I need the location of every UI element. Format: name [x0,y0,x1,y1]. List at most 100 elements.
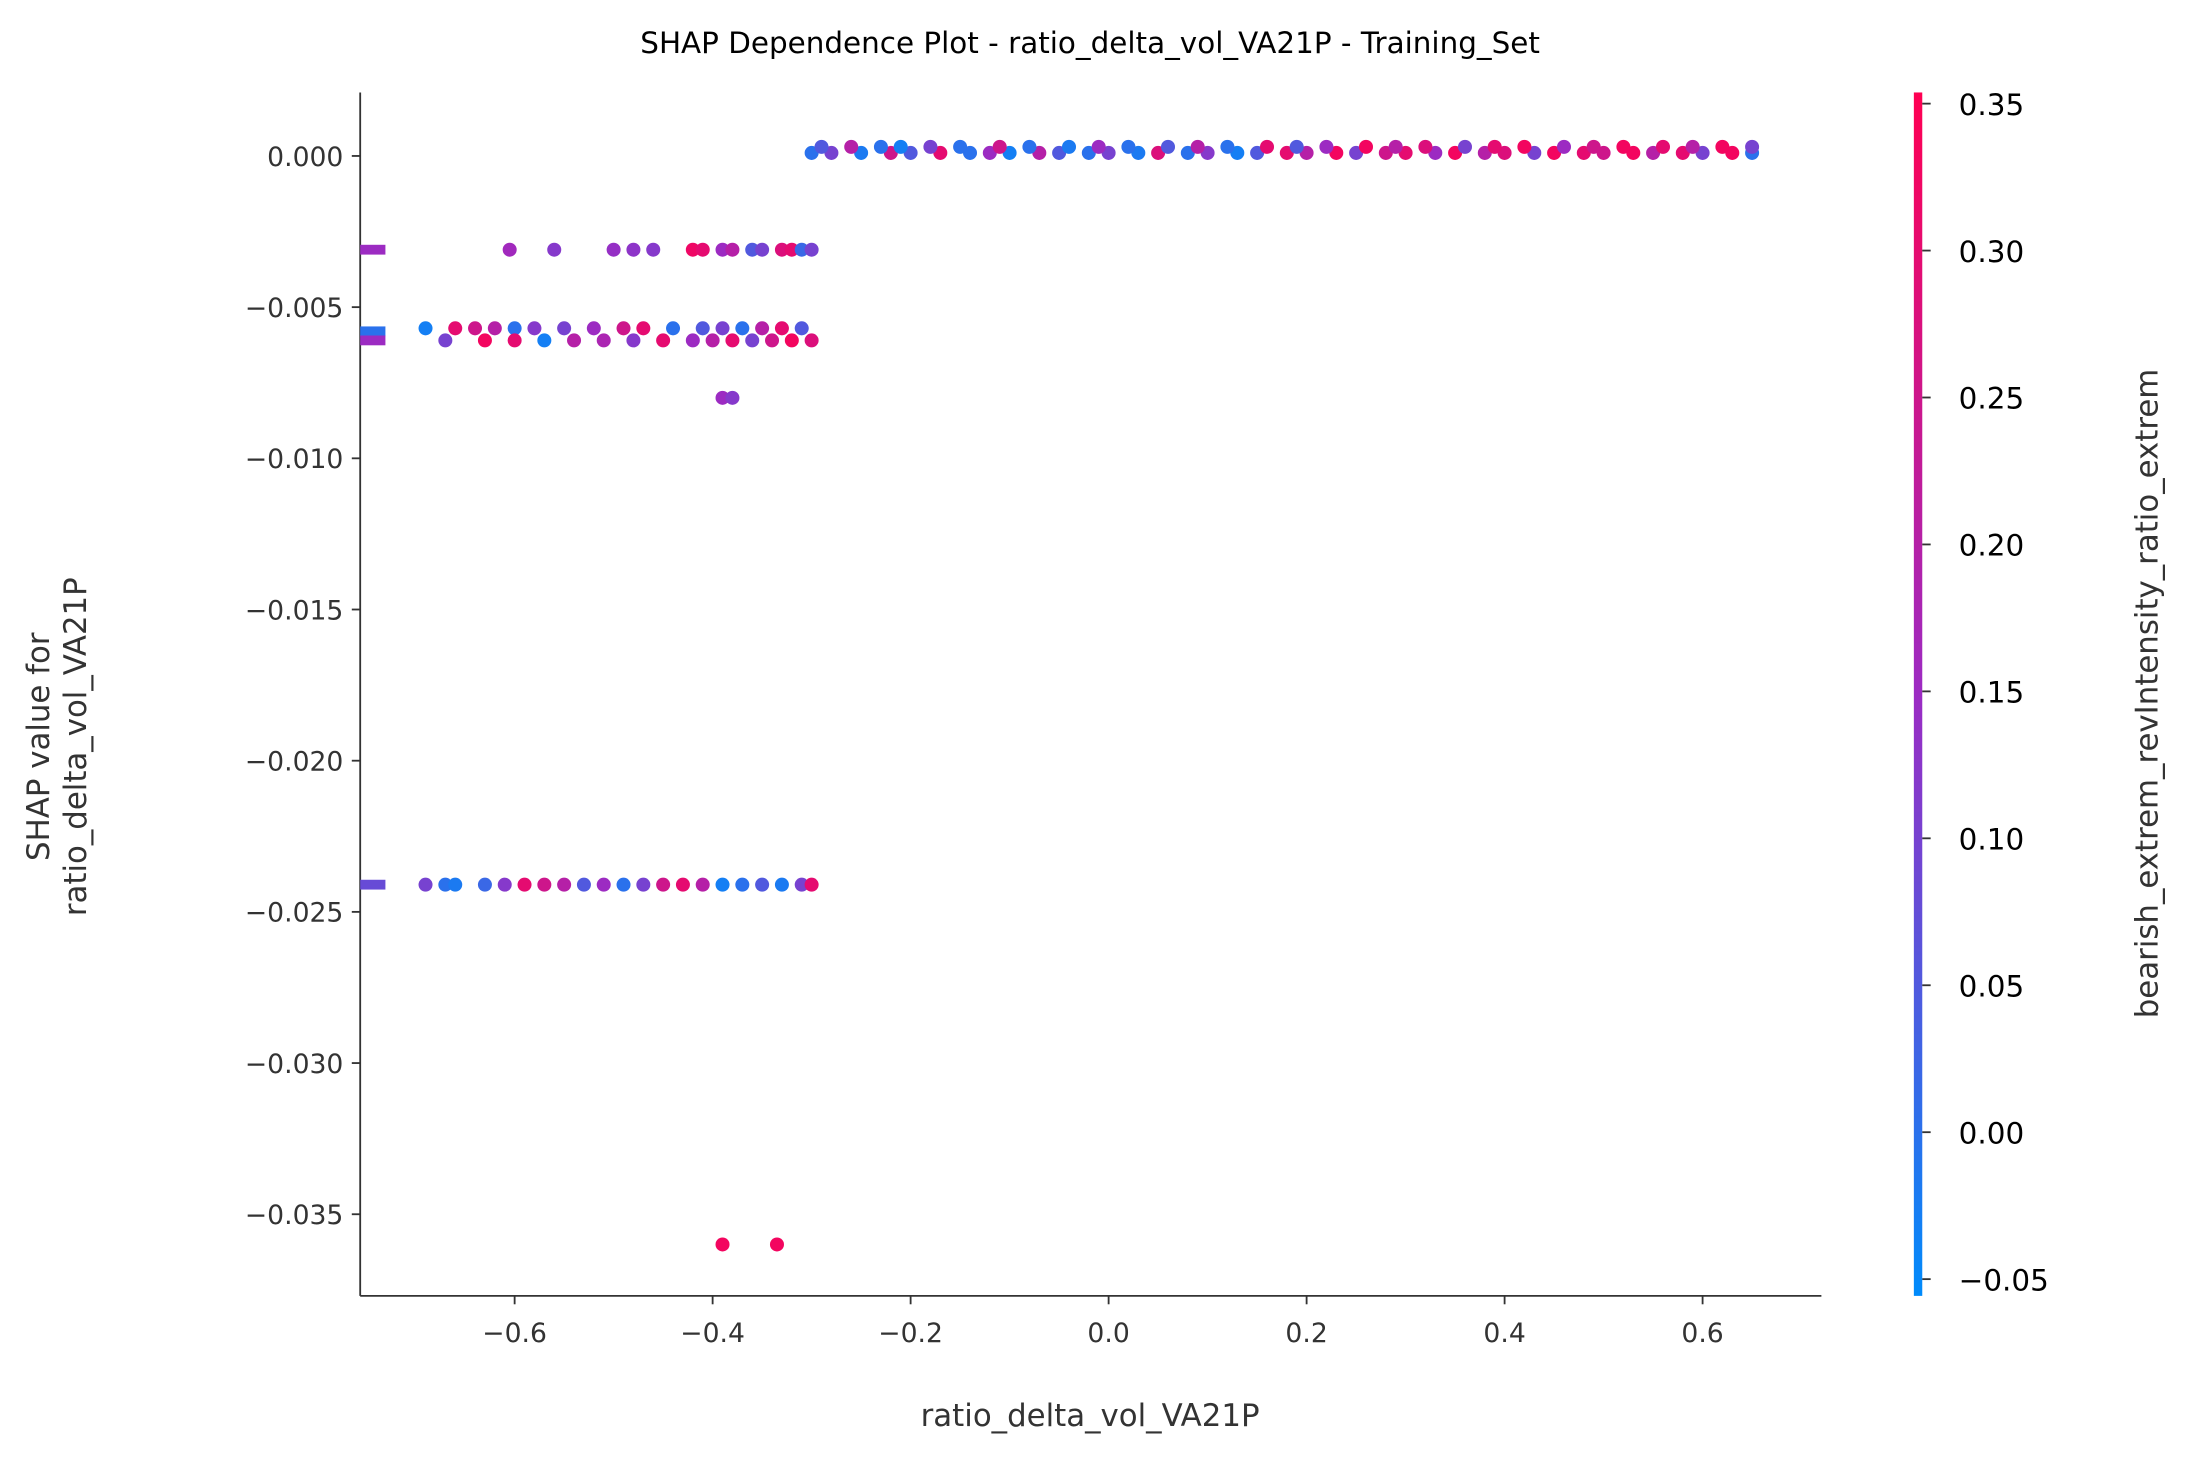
point [705,333,720,348]
point [517,877,532,892]
missing-value-marker [360,335,386,346]
point [1022,139,1037,154]
x-axis-title: ratio_delta_vol_VA21P [921,1398,1260,1434]
point [774,242,789,257]
point [1190,139,1205,154]
point [725,333,740,348]
y-tick-label: −0.035 [245,1200,343,1231]
point [745,333,760,348]
y-tick-label: 0.000 [267,142,343,173]
point [1517,139,1532,154]
point [923,139,938,154]
point [438,333,453,348]
point [953,139,968,154]
point [636,877,651,892]
point [448,877,463,892]
point [794,877,809,892]
point [715,390,730,405]
point [646,242,661,257]
point [1556,139,1572,154]
point [636,321,651,336]
x-tick-label: 0.6 [1681,1318,1723,1349]
point [438,877,453,892]
point [794,242,809,257]
point [755,321,770,336]
x-tick-label: 0.4 [1483,1318,1525,1349]
colorbar-tick-label: 0.00 [1959,1116,2024,1150]
point [497,877,512,892]
point [616,877,631,892]
point [715,242,730,257]
point [576,877,591,892]
point [606,242,621,257]
point [1685,139,1700,154]
point [715,877,730,892]
y-axis-title: SHAP value forratio_delta_vol_VA21P [21,577,94,916]
point [685,242,700,257]
point [814,139,829,154]
point [596,333,611,348]
x-tick-label: −0.6 [482,1318,547,1349]
point [586,321,601,336]
point [804,333,819,348]
point [1388,139,1403,154]
point [527,321,542,336]
x-tick-label: −0.4 [680,1318,745,1349]
point [656,877,671,892]
point [626,333,641,348]
point [794,321,809,336]
point [477,333,492,348]
point [1487,139,1502,154]
point [596,877,611,892]
chart-title: SHAP Dependence Plot - ratio_delta_vol_V… [640,26,1540,60]
point [695,321,710,336]
point [1220,139,1235,154]
point [1289,139,1304,154]
point [769,1237,784,1252]
y-tick-label: −0.025 [245,898,343,929]
point [507,321,522,336]
point [537,877,552,892]
point [735,321,750,336]
y-tick-label: −0.015 [245,595,343,626]
point [784,242,799,257]
point [1715,139,1730,154]
point [547,242,562,257]
colorbar-tick-label: 0.05 [1959,969,2024,1003]
y-tick-label: −0.030 [245,1049,343,1080]
point [1319,139,1334,154]
point [1655,139,1671,154]
point [675,877,690,892]
colorbar-tick-label: 0.20 [1959,529,2024,563]
point [1062,139,1077,154]
point [725,242,740,257]
point [1418,139,1433,154]
colorbar-tick-label: 0.10 [1959,823,2024,857]
x-tick-label: −0.2 [878,1318,943,1349]
point [477,877,492,892]
missing-value-marker [360,326,386,337]
point [844,139,859,154]
y-tick-label: −0.010 [245,444,343,475]
missing-value-marker [360,244,386,255]
point [774,877,789,892]
point [765,333,780,348]
point [755,877,770,892]
point [1586,139,1601,154]
point [1745,139,1760,154]
point [685,333,700,348]
colorbar-title: bearish_extrem_revIntensity_ratio_extrem [2130,369,2166,1019]
point [1457,139,1473,154]
point [557,877,572,892]
point [537,333,552,348]
x-tick-label: 0.2 [1285,1318,1327,1349]
point [1616,139,1631,154]
missing-value-marker [360,879,386,890]
point [567,333,582,348]
point [992,139,1007,154]
point [893,139,908,154]
y-tick-label: −0.005 [245,293,343,324]
point [1359,139,1374,154]
point [735,877,750,892]
